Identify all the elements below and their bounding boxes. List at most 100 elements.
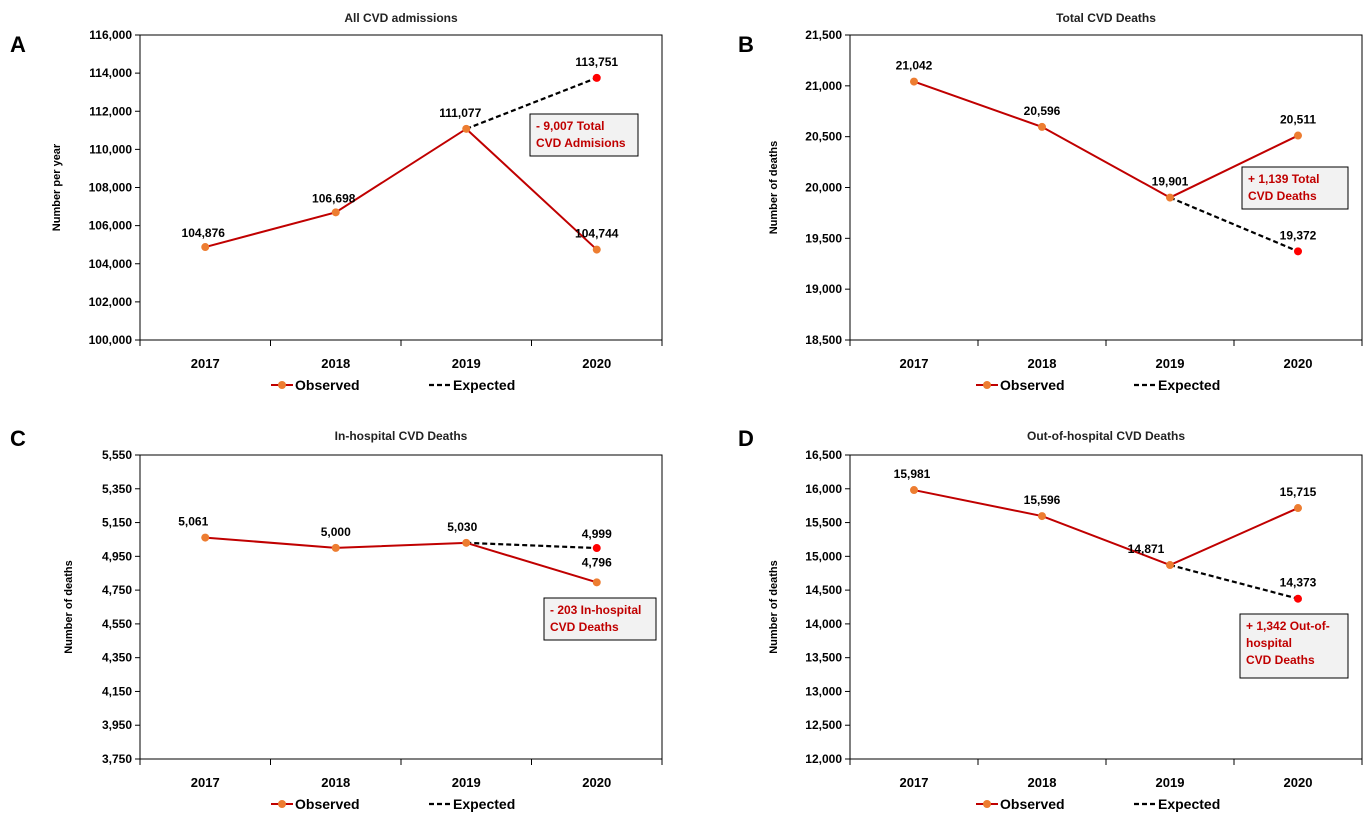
x-tick-label: 2019 [1156, 775, 1185, 790]
y-tick-label: 5,350 [102, 482, 132, 496]
x-tick-label: 2017 [191, 356, 220, 371]
observed-point [462, 538, 471, 547]
annotation-text: hospital [1246, 636, 1292, 650]
expected-data-label: 4,999 [582, 527, 612, 541]
y-tick-label: 20,500 [805, 130, 842, 144]
observed-data-label: 106,698 [312, 191, 356, 205]
series-observed-line [205, 536, 598, 584]
annotation-text: CVD Deaths [550, 620, 619, 634]
legend-observed-label: Observed [295, 377, 360, 393]
legend-observed-label: Observed [1000, 377, 1065, 393]
observed-data-label: 5,030 [447, 520, 477, 534]
y-tick-label: 19,500 [805, 231, 842, 245]
legend-observed-marker [278, 381, 286, 389]
legend-expected-label: Expected [453, 796, 515, 812]
observed-point [331, 208, 340, 217]
observed-data-label: 104,876 [182, 226, 226, 240]
expected-point [592, 73, 601, 82]
observed-data-label: 21,042 [896, 59, 933, 73]
observed-data-label: 104,744 [575, 227, 619, 241]
annotation-box [543, 597, 657, 641]
chart-title: Total CVD Deaths [1056, 11, 1156, 25]
annotation-text: - 203 In-hospital [550, 603, 641, 617]
y-tick-label: 18,500 [805, 333, 842, 347]
annotation-text: CVD Deaths [1246, 653, 1315, 667]
observed-point [1294, 131, 1302, 140]
y-tick-label: 4,550 [102, 617, 132, 631]
observed-point [910, 77, 918, 86]
series-observed-line [204, 127, 598, 251]
observed-data-label: 14,871 [1128, 542, 1165, 556]
observed-data-label: 20,596 [1024, 104, 1061, 118]
series-expected-line [1169, 196, 1299, 253]
x-tick-label: 2017 [191, 775, 220, 790]
y-tick-label: 13,500 [805, 651, 842, 665]
observed-data-label: 5,061 [178, 515, 208, 529]
x-tick-label: 2018 [321, 775, 350, 790]
y-tick-label: 21,500 [805, 28, 842, 42]
observed-point [1166, 561, 1174, 570]
y-axis-label: Number per year [51, 143, 63, 231]
observed-point [1038, 122, 1046, 131]
y-tick-label: 116,000 [89, 28, 132, 42]
series-expected-line [466, 541, 597, 550]
legend-observed-marker [983, 800, 991, 808]
annotation-box [529, 113, 639, 157]
x-tick-label: 2019 [452, 356, 481, 371]
y-axis-label: Number of deaths [768, 141, 780, 235]
observed-point [1038, 512, 1046, 521]
y-tick-label: 112,000 [89, 104, 132, 118]
observed-data-label: 5,000 [321, 525, 351, 539]
expected-point [1294, 247, 1302, 256]
annotation-box [1241, 166, 1349, 210]
y-tick-label: 3,950 [102, 718, 132, 732]
annotation-text: - 9,007 Total [536, 119, 604, 133]
legend-observed-marker [278, 800, 286, 808]
observed-point [1166, 193, 1174, 202]
y-tick-label: 104,000 [89, 257, 133, 271]
x-tick-label: 2020 [582, 356, 611, 371]
chart-title: All CVD admissions [344, 11, 458, 25]
panel-letter: D [738, 426, 754, 451]
observed-point [201, 533, 210, 542]
legend-expected-label: Expected [453, 377, 515, 393]
y-tick-label: 12,000 [805, 752, 842, 766]
y-tick-label: 19,000 [805, 282, 842, 296]
x-tick-label: 2020 [582, 775, 611, 790]
legend-observed-marker [983, 381, 991, 389]
y-axis-label: Number of deaths [63, 560, 75, 654]
x-tick-label: 2018 [321, 356, 350, 371]
y-tick-label: 108,000 [89, 181, 133, 195]
y-tick-label: 5,150 [102, 516, 132, 530]
annotation-text: + 1,139 Total [1248, 172, 1319, 186]
y-tick-label: 20,000 [805, 181, 842, 195]
expected-data-label: 14,373 [1280, 576, 1317, 590]
y-tick-label: 100,000 [89, 333, 133, 347]
chart-panel-d: D Out-of-hospital CVD Deaths Number of dea… [738, 426, 1363, 812]
y-tick-label: 12,500 [805, 718, 842, 732]
series-expected-line [1169, 563, 1299, 600]
observed-data-label: 15,715 [1280, 485, 1317, 499]
plot-area-frame [139, 34, 663, 341]
observed-point [462, 124, 471, 133]
observed-point [1294, 504, 1302, 513]
expected-point [592, 544, 601, 553]
series-observed-line [913, 489, 1299, 567]
y-tick-label: 4,950 [102, 549, 132, 563]
y-axis-label: Number of deaths [768, 560, 780, 654]
panel-letter: B [738, 32, 754, 57]
y-tick-label: 4,150 [102, 684, 132, 698]
series-observed-line [913, 80, 1299, 199]
plot-area-frame [849, 454, 1363, 760]
observed-data-label: 111,077 [439, 106, 481, 120]
annotation-text: + 1,342 Out-of- [1246, 619, 1330, 633]
y-tick-label: 14,500 [805, 583, 842, 597]
annotation-text: CVD Deaths [1248, 189, 1317, 203]
observed-point [201, 243, 210, 252]
y-tick-label: 16,000 [805, 482, 842, 496]
y-tick-label: 106,000 [89, 219, 133, 233]
x-tick-label: 2019 [452, 775, 481, 790]
observed-data-label: 4,796 [582, 555, 612, 569]
y-tick-label: 21,000 [805, 79, 842, 93]
legend-observed-label: Observed [1000, 796, 1065, 812]
